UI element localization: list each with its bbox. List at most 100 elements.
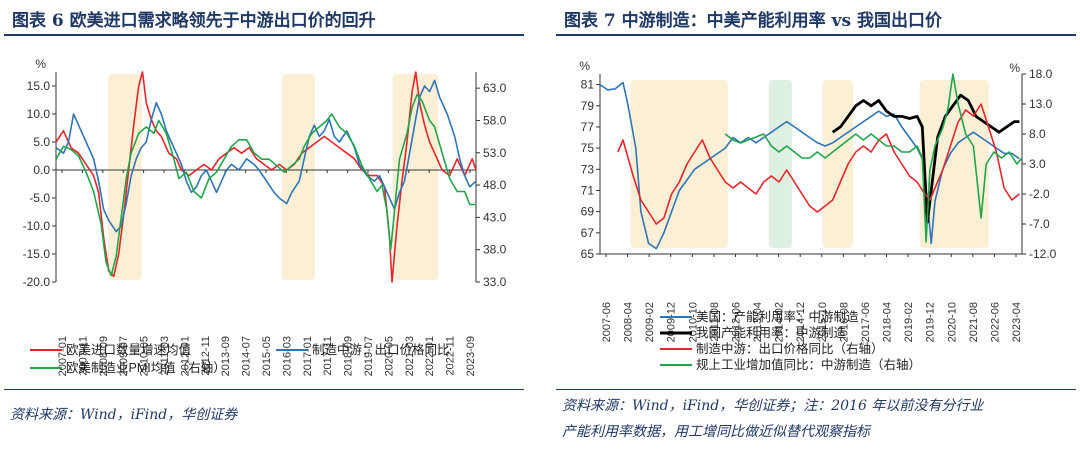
left-tick-label: 65	[581, 247, 595, 261]
source-rule	[556, 389, 1076, 390]
x-tick-label: 2008-04	[623, 302, 635, 342]
x-tick-label: 2014-02	[774, 302, 786, 342]
left-tick-label: 67	[581, 226, 595, 240]
left-unit-label: %	[579, 59, 590, 73]
x-tick-label: 2010-05	[139, 336, 151, 376]
left-tick-label: 77	[581, 120, 595, 134]
left-unit-label: %	[35, 57, 46, 71]
left-tick-label: -15.0	[23, 247, 51, 261]
right-tick-label: 48.0	[483, 178, 507, 192]
x-tick-label: 2019-12	[925, 302, 937, 342]
left-tick-label: 73	[581, 162, 595, 176]
right-unit-label: %	[1009, 61, 1020, 75]
figure-6-title: 图表 6 欧美进口需求略领先于中游出口价的回升	[12, 11, 376, 31]
figure-7-source: 资料来源：Wind，iFind，华创证券；注：2016 年以前没有分行业 产能利…	[562, 393, 983, 445]
series-line-2	[617, 103, 1020, 225]
right-tick-label: 8.0	[1029, 127, 1046, 141]
title-rule	[556, 34, 1076, 36]
right-tick-label: 38.0	[483, 243, 507, 257]
x-tick-label: 2015-10	[817, 302, 829, 342]
figure-7-chart: 65 67 69 71 73 75 77 79 81 -12.0 -7.0 -2.0 3.0 8.0 13.…	[579, 59, 1057, 372]
right-tick-label: 13.0	[1029, 97, 1053, 111]
x-tick-label: 2017-06	[860, 302, 872, 342]
x-tick-label: 2022-11	[445, 336, 457, 376]
right-tick-label: 33.0	[483, 275, 507, 289]
x-tick-label: 2013-09	[220, 336, 232, 376]
legend-label: 欧美进口数量增速均值	[66, 342, 191, 357]
x-tick-label: 2008-09	[98, 336, 110, 376]
x-tick-label: 2017-11	[322, 336, 334, 376]
legend-label: 制造中游：出口价格同比	[312, 342, 450, 357]
x-tick-label: 2011-08	[709, 302, 721, 342]
x-tick-label: 2023-04	[1011, 302, 1023, 342]
right-tick-label: 63.0	[483, 81, 507, 95]
right-tick-label: -2.0	[1029, 187, 1050, 201]
x-tick-label: 2015-05	[261, 336, 273, 376]
right-tick-label: 58.0	[483, 113, 507, 127]
left-tick-label: -5.0	[29, 191, 50, 205]
right-tick-label: 43.0	[483, 210, 507, 224]
x-tick-label: 2021-03	[404, 336, 416, 376]
x-tick-label: 2009-07	[118, 336, 130, 376]
x-tick-label: 2019-07	[363, 336, 375, 376]
shaded-period-0	[630, 80, 728, 248]
right-tick-label: 18.0	[1029, 67, 1053, 81]
x-tick-label: 2014-12	[795, 302, 807, 342]
left-tick-label: 81	[581, 78, 595, 92]
series-line-3	[724, 73, 1023, 243]
right-tick-label: -7.0	[1029, 217, 1050, 231]
series-line-0	[599, 81, 1020, 250]
x-tick-label: 2012-11	[200, 336, 212, 376]
shaded-period-2	[392, 74, 439, 280]
x-tick-label: 2023-09	[465, 336, 477, 376]
x-tick-label: 2007-01	[57, 336, 69, 376]
x-tick-label: 2022-01	[424, 336, 436, 376]
x-tick-label: 2007-11	[77, 336, 89, 376]
shaded-period-1	[768, 80, 792, 248]
legend-label: 规上工业增加值同比：中游制造（右轴）	[696, 357, 921, 372]
left-tick-label: 79	[581, 99, 595, 113]
figure-7-panel: 图表 7 中游制造：中美产能利用率 vs 我国出口价 65 67 69 71 73 75 7…	[552, 0, 1080, 453]
left-tick-label: 75	[581, 141, 595, 155]
x-tick-label: 2009-02	[644, 302, 656, 342]
left-tick-label: 5.0	[33, 135, 50, 149]
series-line-1	[55, 79, 477, 233]
x-tick-label: 2016-03	[281, 336, 293, 376]
left-tick-label: 10.0	[27, 107, 51, 121]
right-tick-label: 3.0	[1029, 157, 1046, 171]
x-tick-label: 2019-02	[903, 302, 915, 342]
x-tick-label: 2013-04	[752, 302, 764, 342]
x-tick-label: 2012-01	[179, 336, 191, 376]
x-tick-label: 2012-06	[730, 302, 742, 342]
left-tick-label: 0.0	[33, 163, 50, 177]
x-tick-label: 2017-01	[302, 336, 314, 376]
legend-label: 制造中游：出口价格同比（右轴）	[696, 341, 884, 356]
left-tick-label: 15.0	[27, 79, 51, 93]
legend-label: 欧美制造业PMI均值（右轴）	[66, 360, 226, 375]
x-tick-label: 2018-09	[343, 336, 355, 376]
right-tick-label: -12.0	[1029, 247, 1057, 261]
left-tick-label: 71	[581, 183, 595, 197]
x-tick-label: 2007-06	[601, 302, 613, 342]
legend-label: 我国产能利用率：中游制造	[696, 325, 847, 340]
x-tick-label: 2020-05	[383, 336, 395, 376]
x-tick-label: 2009-12	[666, 302, 678, 342]
shaded-period-1	[281, 74, 316, 280]
figure-6-source: 资料来源：Wind，iFind，华创证券	[10, 407, 238, 423]
left-tick-label: 69	[581, 205, 595, 219]
x-tick-label: 2022-06	[989, 302, 1001, 342]
shaded-period-3	[919, 80, 989, 248]
x-tick-label: 2021-08	[968, 302, 980, 342]
source-rule	[4, 389, 524, 390]
x-tick-label: 2014-07	[241, 336, 253, 376]
figure-7-title: 图表 7 中游制造：中美产能利用率 vs 我国出口价	[564, 11, 942, 31]
figure-6-panel: 图表 6 欧美进口需求略领先于中游出口价的回升 -20.0 -15.0 -10.0 -…	[0, 0, 528, 453]
right-tick-label: 53.0	[483, 146, 507, 160]
legend-label: 美国：产能利用率：中游制造	[696, 309, 859, 324]
source-line-2: 产能利用率数据，用工增同比做近似替代观察指标	[562, 424, 870, 440]
series-line-2	[55, 93, 476, 277]
left-tick-label: -10.0	[23, 219, 51, 233]
source-line-1: 资料来源：Wind，iFind，华创证券；注：2016 年以前没有分行业	[562, 398, 984, 414]
left-tick-label: -20.0	[23, 275, 51, 289]
x-tick-label: 2018-04	[882, 302, 894, 342]
